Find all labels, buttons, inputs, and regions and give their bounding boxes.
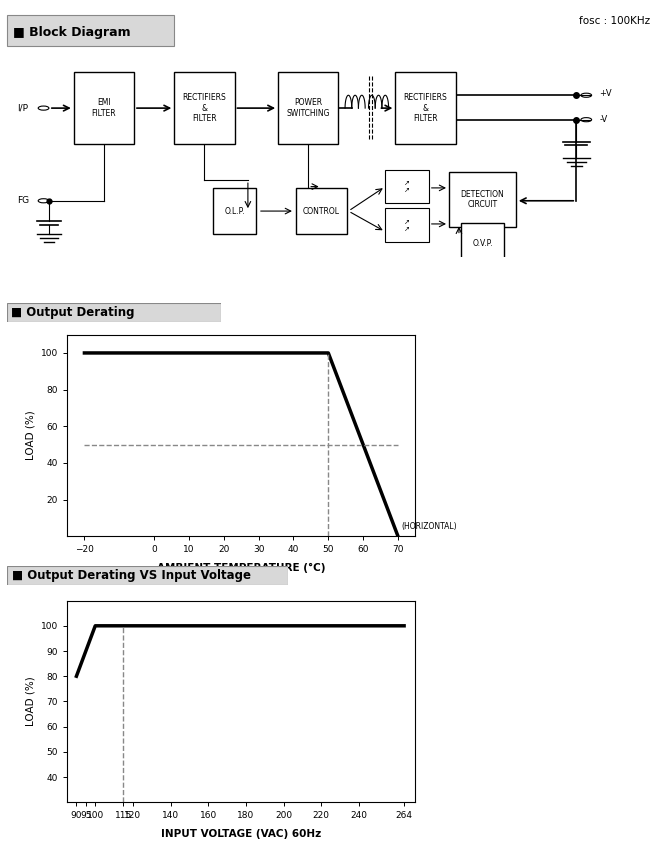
Text: I/P: I/P — [17, 104, 27, 112]
Text: RECTIFIERS
&
FILTER: RECTIFIERS & FILTER — [403, 94, 448, 123]
Text: POWER
SWITCHING: POWER SWITCHING — [287, 99, 330, 118]
Bar — [385, 208, 429, 242]
Text: RECTIFIERS
&
FILTER: RECTIFIERS & FILTER — [182, 94, 226, 123]
X-axis label: INPUT VOLTAGE (VAC) 60Hz: INPUT VOLTAGE (VAC) 60Hz — [161, 829, 322, 838]
Text: ■ Block Diagram: ■ Block Diagram — [13, 26, 131, 39]
X-axis label: AMBIENT TEMPERATURE (°C): AMBIENT TEMPERATURE (°C) — [157, 563, 326, 572]
Text: CONTROL: CONTROL — [303, 207, 340, 215]
Bar — [213, 188, 256, 234]
Text: ↗
↗: ↗ ↗ — [404, 180, 410, 193]
Text: ■ Output Derating VS Input Voltage: ■ Output Derating VS Input Voltage — [12, 569, 251, 583]
Text: (HORIZONTAL): (HORIZONTAL) — [401, 522, 457, 531]
Text: O.V.P.: O.V.P. — [472, 239, 492, 248]
Bar — [174, 72, 234, 144]
Text: EMI
FILTER: EMI FILTER — [92, 99, 116, 118]
Bar — [395, 72, 456, 144]
Bar — [449, 172, 516, 227]
Text: ■ Output Derating: ■ Output Derating — [11, 305, 135, 319]
Text: -V: -V — [600, 115, 608, 124]
Bar — [278, 72, 338, 144]
Bar — [461, 223, 504, 264]
FancyBboxPatch shape — [7, 566, 288, 585]
Bar — [297, 188, 347, 234]
Text: ↗
↗: ↗ ↗ — [404, 219, 410, 232]
FancyBboxPatch shape — [7, 303, 221, 322]
Text: DETECTION
CIRCUIT: DETECTION CIRCUIT — [460, 190, 505, 209]
FancyBboxPatch shape — [7, 15, 174, 46]
Y-axis label: LOAD (%): LOAD (%) — [25, 677, 35, 726]
Bar — [74, 72, 134, 144]
Text: +V: +V — [600, 89, 612, 99]
Y-axis label: LOAD (%): LOAD (%) — [25, 411, 35, 460]
Text: FG: FG — [17, 196, 29, 205]
Text: fosc : 100KHz: fosc : 100KHz — [579, 15, 650, 26]
Text: O.L.P.: O.L.P. — [224, 207, 245, 215]
Bar — [385, 170, 429, 203]
